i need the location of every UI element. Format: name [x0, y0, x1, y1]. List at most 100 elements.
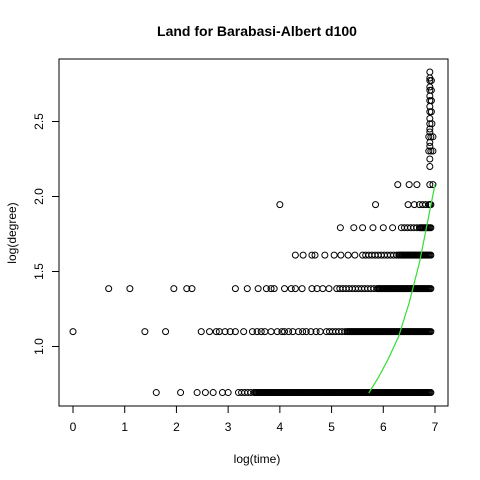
data-point [426, 83, 434, 91]
data-point [319, 285, 327, 293]
data-point [281, 285, 289, 293]
data-point [177, 389, 185, 397]
data-point [243, 285, 251, 293]
data-point [426, 125, 434, 133]
data-point [337, 251, 345, 259]
data-point [426, 115, 434, 122]
x-tick-label: 4 [277, 420, 284, 434]
x-tick-label: 1 [121, 420, 128, 434]
y-tick-label: 2.5 [32, 113, 46, 130]
data-point [426, 163, 434, 170]
data-point [429, 181, 437, 189]
plot-frame [58, 58, 449, 407]
data-point [254, 285, 262, 293]
data-point [427, 147, 435, 155]
x-axis: 0 1 2 3 4 5 6 7 [70, 405, 439, 434]
data-point [231, 328, 239, 336]
data-point [427, 285, 435, 293]
data-point [379, 224, 387, 232]
data-point [291, 285, 299, 293]
data-point [308, 251, 316, 259]
y-tick-label: 1.5 [32, 263, 46, 280]
data-point [344, 251, 352, 259]
data-point [224, 389, 232, 397]
chart-title: Land for Barabasi-Albert d100 [157, 23, 357, 39]
data-point [307, 328, 315, 336]
data-point [350, 224, 358, 232]
data-point [262, 285, 270, 293]
data-point [152, 389, 160, 397]
data-point [311, 251, 319, 259]
fit-curve [368, 184, 436, 394]
data-point [257, 328, 265, 336]
data-point [291, 251, 299, 259]
x-tick-label: 3 [225, 420, 232, 434]
data-point [308, 285, 316, 293]
data-point [141, 328, 149, 336]
data-point [426, 181, 434, 189]
data-point [267, 328, 275, 336]
data-point [369, 224, 377, 232]
data-point [212, 328, 220, 336]
x-tick-label: 2 [173, 420, 180, 434]
data-point [248, 328, 256, 336]
data-point [394, 181, 402, 189]
y-axis: 1.0 1.5 2.0 2.5 [32, 113, 60, 355]
data-point [336, 224, 344, 232]
y-axis-label: log(degree) [5, 202, 19, 263]
data-point [404, 201, 412, 209]
data-point [325, 285, 333, 293]
data-points [69, 68, 437, 397]
data-point [426, 74, 434, 82]
data-point [429, 147, 437, 155]
data-point [162, 328, 170, 336]
data-point [276, 201, 284, 209]
data-point [426, 92, 434, 100]
data-point [426, 103, 434, 110]
x-tick-label: 5 [328, 420, 335, 434]
data-point [69, 328, 77, 336]
data-point [289, 328, 297, 336]
data-point [231, 285, 239, 293]
data-point [126, 285, 134, 293]
y-tick-label: 2.0 [32, 188, 46, 205]
data-point [413, 181, 421, 189]
data-point [427, 389, 435, 397]
data-point [426, 139, 434, 146]
data-point [209, 389, 217, 397]
data-point [285, 328, 293, 336]
data-point [316, 328, 324, 336]
data-point [273, 328, 281, 336]
data-point [267, 285, 275, 293]
y-tick-label: 1.0 [32, 338, 46, 355]
data-point [405, 181, 413, 189]
data-point [426, 68, 434, 76]
data-point [389, 224, 397, 232]
data-point [261, 328, 269, 336]
data-point [278, 328, 286, 336]
data-point [426, 120, 434, 128]
data-point [426, 142, 434, 150]
data-point [302, 328, 310, 336]
data-point [426, 128, 434, 136]
data-point [321, 251, 329, 259]
data-point [170, 285, 178, 293]
x-tick-label: 7 [432, 420, 439, 434]
x-tick-label: 6 [380, 420, 387, 434]
data-point [197, 328, 205, 336]
data-point [253, 328, 261, 336]
data-point [206, 328, 214, 336]
data-point [201, 389, 209, 397]
data-point [226, 328, 234, 336]
data-point [221, 328, 229, 336]
data-point [372, 201, 380, 209]
data-point [312, 328, 320, 336]
data-point [240, 328, 248, 336]
data-point [422, 201, 430, 209]
data-point [287, 285, 295, 293]
data-point [218, 389, 226, 397]
data-point [105, 285, 113, 293]
data-point [281, 328, 289, 336]
data-point [193, 389, 201, 397]
